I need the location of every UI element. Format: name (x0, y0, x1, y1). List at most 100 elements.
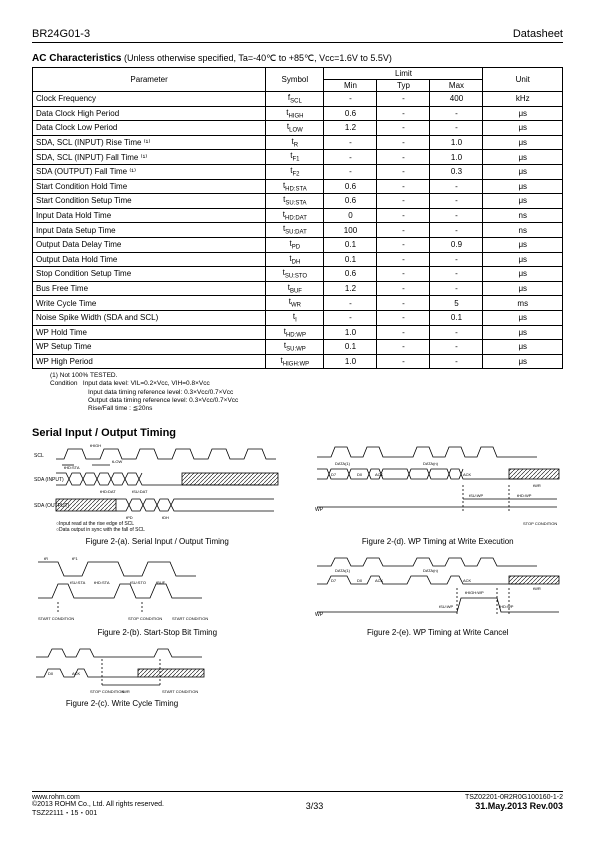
cell-typ: - (377, 281, 430, 296)
cell-min: 0.1 (324, 252, 377, 267)
cell-param: WP Hold Time (33, 325, 266, 340)
svg-text:STOP CONDITION: STOP CONDITION (90, 689, 124, 694)
svg-text:DATA(1): DATA(1) (335, 568, 351, 573)
cell-param: Input Data Hold Time (33, 208, 266, 223)
cell-unit: μs (483, 164, 563, 179)
cell-max: - (430, 252, 483, 267)
cell-max: - (430, 223, 483, 238)
svg-text:D0: D0 (357, 472, 363, 477)
cell-min: 0.6 (324, 106, 377, 121)
ac-section: AC Characteristics (Unless otherwise spe… (32, 53, 563, 413)
cell-min: - (324, 310, 377, 325)
note-cond-label: Condition (50, 380, 77, 387)
cell-symbol: tHIGH:WP (266, 354, 324, 369)
svg-text:tSU:WP: tSU:WP (469, 493, 484, 498)
footer-tsz-small: TSZ22111・15・001 (32, 808, 164, 818)
fig-b: tR tF1 tSU:STA tHD:STA tSU:STO tBUF STAR… (32, 554, 283, 637)
timing-title: Serial Input / Output Timing (32, 427, 563, 439)
cell-param: Noise Spike Width (SDA and SCL) (33, 310, 266, 325)
cap-d: Figure 2-(d). WP Timing at Write Executi… (313, 537, 564, 546)
cell-max: - (430, 325, 483, 340)
cell-max: 0.3 (430, 164, 483, 179)
cell-max: - (430, 208, 483, 223)
svg-text:tHD:STA: tHD:STA (64, 465, 80, 470)
cell-param: Output Data Delay Time (33, 237, 266, 252)
cell-symbol: tHIGH (266, 106, 324, 121)
fig-e-svg: DATA(1) DATA(n) D7 D0 ACK ACK tHIGH:WP t… (313, 554, 563, 624)
svg-text:SDA (OUTPUT): SDA (OUTPUT) (34, 503, 70, 509)
ac-notes: (1) Not 100% TESTED. Condition Input dat… (50, 372, 563, 413)
svg-text:START CONDITION: START CONDITION (172, 616, 208, 621)
cell-min: - (324, 150, 377, 165)
svg-text:ACK: ACK (463, 578, 472, 583)
cell-param: Stop Condition Setup Time (33, 267, 266, 282)
cell-min: 100 (324, 223, 377, 238)
table-row: Noise Spike Width (SDA and SCL)tI--0.1μs (33, 310, 563, 325)
cell-unit: μs (483, 310, 563, 325)
col-limit: Limit (324, 68, 483, 80)
cell-typ: - (377, 150, 430, 165)
cell-max: 5 (430, 296, 483, 311)
fig-a-svg: SCL SDA (INPUT) SDA (OUTPUT) tHD:STA tHI… (32, 443, 282, 533)
svg-text:tWR: tWR (533, 586, 541, 591)
cell-param: Bus Free Time (33, 281, 266, 296)
fig-c: D0 ACK tWR STOP CONDITION START CONDITIO… (32, 645, 212, 708)
ac-table: Parameter Symbol Limit Unit Min Typ Max … (32, 67, 563, 369)
cell-param: Data Clock High Period (33, 106, 266, 121)
svg-text:tHD:WP: tHD:WP (517, 493, 532, 498)
cell-typ: - (377, 194, 430, 209)
svg-text:tDH: tDH (162, 515, 169, 520)
cell-typ: - (377, 252, 430, 267)
svg-text:D7: D7 (331, 578, 337, 583)
svg-text:STOP CONDITION: STOP CONDITION (523, 521, 557, 526)
cell-symbol: tWR (266, 296, 324, 311)
svg-text:START CONDITION: START CONDITION (38, 616, 74, 621)
ac-condition: (Unless otherwise specified, Ta=-40℃ to … (121, 53, 391, 63)
svg-text:tPD: tPD (126, 515, 133, 520)
cell-unit: ns (483, 208, 563, 223)
cell-typ: - (377, 340, 430, 355)
cell-typ: - (377, 354, 430, 369)
header-rule (32, 42, 563, 43)
svg-text:tF1: tF1 (72, 556, 79, 561)
cell-max: 400 (430, 92, 483, 107)
svg-text:tHD:STA: tHD:STA (94, 580, 110, 585)
cell-max: - (430, 106, 483, 121)
svg-text:DATA(n): DATA(n) (423, 461, 439, 466)
cell-param: Write Cycle Time (33, 296, 266, 311)
cell-min: 1.0 (324, 325, 377, 340)
cell-max: - (430, 179, 483, 194)
cell-max: 1.0 (430, 150, 483, 165)
doc-type: Datasheet (513, 28, 563, 40)
cell-unit: μs (483, 179, 563, 194)
cell-param: Input Data Setup Time (33, 223, 266, 238)
cell-symbol: tF1 (266, 150, 324, 165)
svg-text:D0: D0 (48, 671, 54, 676)
cell-min: 0.1 (324, 237, 377, 252)
cell-symbol: tSU:STO (266, 267, 324, 282)
cell-typ: - (377, 310, 430, 325)
footer-tsz: TSZ02201-0R2R0G100160-1-2 (465, 794, 563, 801)
svg-text:SCL: SCL (34, 453, 44, 459)
cell-param: Output Data Hold Time (33, 252, 266, 267)
cell-max: - (430, 121, 483, 136)
table-row: WP High PeriodtHIGH:WP1.0--μs (33, 354, 563, 369)
svg-text:ACK: ACK (375, 472, 384, 477)
cell-max: - (430, 281, 483, 296)
cell-symbol: tI (266, 310, 324, 325)
cell-param: Data Clock Low Period (33, 121, 266, 136)
table-row: SDA, SCL (INPUT) Rise Time ⁽¹⁾tR--1.0μs (33, 135, 563, 150)
cell-unit: μs (483, 340, 563, 355)
svg-text:WP: WP (315, 612, 324, 618)
svg-text:tSU:WP: tSU:WP (439, 604, 454, 609)
note-c3: Output data timing reference level: 0.3×… (88, 397, 563, 405)
footer-date: 31.May.2013 Rev.003 (465, 801, 563, 811)
cell-min: - (324, 296, 377, 311)
ac-title: AC Characteristics (32, 53, 121, 64)
cell-max: 0.1 (430, 310, 483, 325)
svg-text:tHD:DAT: tHD:DAT (100, 489, 116, 494)
page-header: BR24G01-3 Datasheet (32, 28, 563, 40)
note-c4: Rise/Fall time : ≦20ns (88, 405, 563, 413)
cell-min: 0.6 (324, 179, 377, 194)
cell-symbol: tSU:WP (266, 340, 324, 355)
